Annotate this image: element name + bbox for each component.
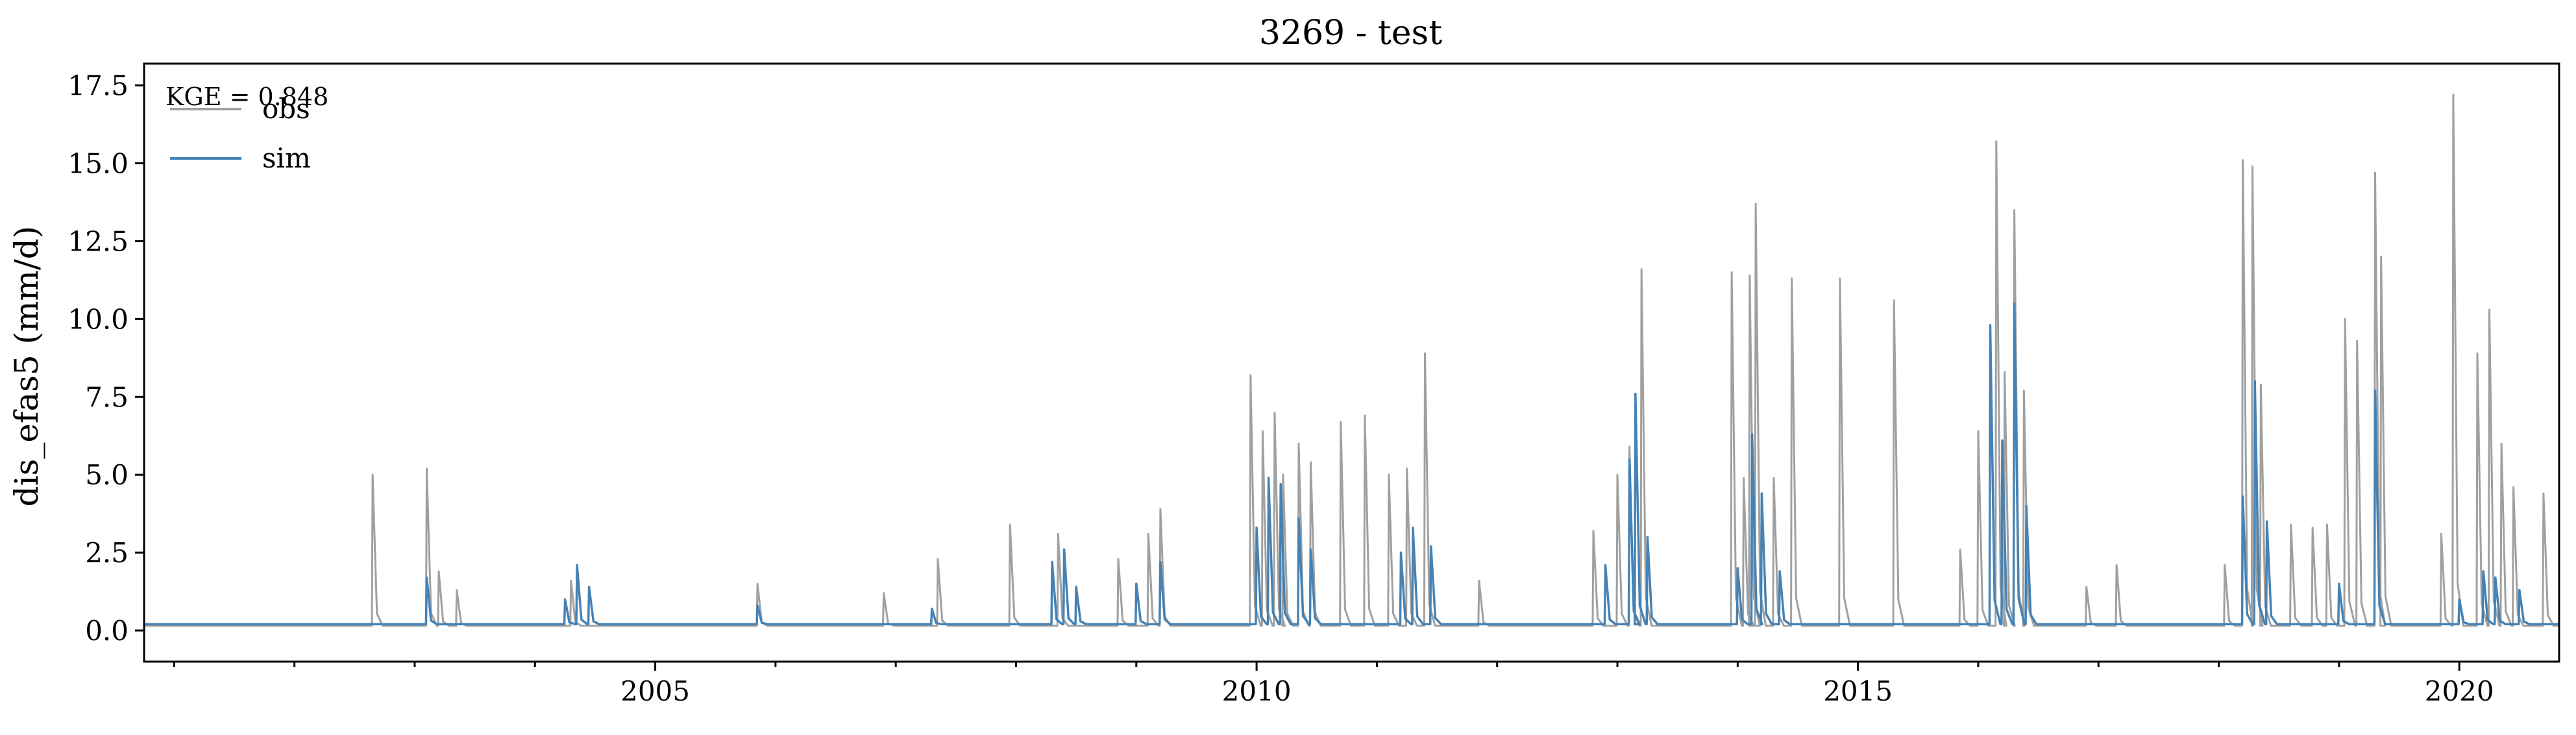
- y-tick-label: 10.0: [67, 303, 129, 335]
- y-tick-label: 5.0: [85, 459, 129, 491]
- x-tick-label: 2005: [620, 675, 690, 707]
- series-line-sim: [144, 302, 2559, 626]
- y-tick-label: 7.5: [85, 381, 129, 413]
- y-axis-label: dis_efas5 (mm/d): [8, 226, 45, 507]
- x-tick-label: 2010: [1222, 675, 1292, 707]
- legend: obs sim: [170, 93, 311, 174]
- chart-title: 3269 - test: [1259, 14, 1442, 53]
- y-tick-label: 17.5: [67, 70, 129, 102]
- x-axis-ticks: 2005 2010 2015 2020: [173, 662, 2494, 707]
- y-tick-label: 0.0: [85, 615, 129, 647]
- y-axis-ticks: 0.0 2.5 5.0 7.5 10.0 12.5 15.0 17.5: [67, 70, 144, 647]
- x-tick-label: 2015: [1823, 675, 1893, 707]
- y-tick-label: 2.5: [85, 537, 129, 569]
- y-tick-label: 15.0: [67, 148, 129, 180]
- kge-annotation: KGE = 0.848: [166, 82, 328, 111]
- plot-lines: [144, 93, 2559, 627]
- plot-frame: [143, 62, 2560, 663]
- legend-label-obs: obs: [262, 93, 310, 125]
- x-tick-label: 2020: [2425, 675, 2494, 707]
- y-tick-label: 12.5: [67, 225, 129, 257]
- legend-label-sim: sim: [262, 142, 311, 174]
